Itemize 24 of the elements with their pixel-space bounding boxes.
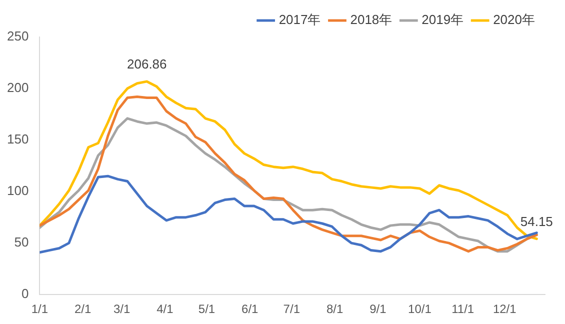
legend-label: 2018年 — [350, 12, 392, 28]
x-tick-label: 12/1 — [492, 302, 517, 316]
x-tick-label: 1/1 — [31, 302, 48, 316]
x-tick-label: 10/1 — [408, 302, 432, 316]
annotation: 54.15 — [520, 214, 553, 229]
x-tick-label: 6/1 — [242, 302, 259, 316]
x-tick-label: 9/1 — [370, 302, 387, 316]
y-tick-label: 50 — [14, 234, 29, 250]
x-tick-label: 3/1 — [113, 302, 130, 316]
y-tick-label: 250 — [6, 28, 29, 44]
y-tick-label: 100 — [6, 183, 29, 198]
y-tick-label: 200 — [6, 80, 29, 96]
annotation: 206.86 — [126, 56, 167, 72]
x-tick-label: 8/1 — [326, 302, 344, 316]
x-tick-label: 11/1 — [452, 302, 474, 316]
legend-label: 2017年 — [278, 12, 321, 28]
x-tick-label: 7/1 — [283, 302, 300, 316]
y-tick-label: 0 — [21, 286, 29, 302]
legend-label: 2019年 — [422, 12, 464, 28]
legend-label: 2020年 — [493, 12, 535, 28]
y-tick-label: 150 — [6, 132, 29, 147]
x-tick-label: 2/1 — [74, 302, 92, 316]
x-tick-label: 4/1 — [156, 302, 174, 316]
x-tick-label: 5/1 — [198, 302, 216, 316]
